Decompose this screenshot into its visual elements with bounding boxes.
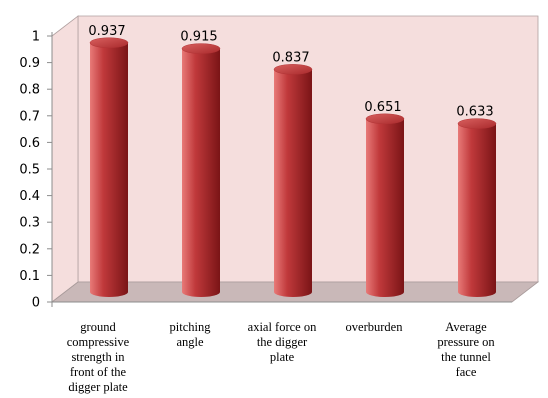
bar bbox=[457, 118, 497, 297]
bar-cap bbox=[457, 118, 497, 129]
bar-body bbox=[366, 118, 404, 297]
bar-series bbox=[89, 37, 497, 298]
data-label: 0.937 bbox=[88, 24, 125, 39]
y-tick-label: 0.4 bbox=[19, 189, 40, 204]
y-tick-label: 0.9 bbox=[19, 56, 40, 71]
data-label: 0.633 bbox=[456, 105, 493, 120]
category-label: digger plate bbox=[68, 380, 128, 394]
bar-body bbox=[458, 123, 496, 297]
category-label: pitching bbox=[170, 320, 212, 334]
y-tick-label: 0.1 bbox=[19, 269, 40, 284]
data-label: 0.651 bbox=[364, 100, 401, 115]
category-label: strength in bbox=[71, 350, 125, 364]
category-label: the tunnel bbox=[441, 350, 491, 364]
category-label: ground bbox=[80, 320, 116, 334]
data-label: 0.915 bbox=[180, 30, 217, 45]
bar bbox=[89, 37, 129, 298]
category-label: plate bbox=[270, 350, 295, 364]
bar-cap bbox=[181, 43, 221, 54]
bar-cap bbox=[89, 37, 129, 49]
data-label: 0.837 bbox=[272, 50, 309, 65]
y-tick-label: 0.2 bbox=[19, 242, 40, 257]
y-tick-label: 0.5 bbox=[19, 163, 40, 178]
y-axis-ticks: 0 0.1 0.2 0.3 0.4 0.5 0.6 0.7 0.8 0.9 1 bbox=[19, 30, 52, 311]
bar-body bbox=[274, 69, 312, 297]
y-tick-label: 0.3 bbox=[19, 216, 40, 231]
category-label: axial force on bbox=[248, 320, 317, 334]
bar bbox=[181, 43, 221, 297]
category-label: pressure on bbox=[437, 335, 495, 349]
side-wall bbox=[51, 15, 79, 303]
category-label: overburden bbox=[346, 320, 404, 334]
bar bbox=[273, 64, 313, 297]
category-label: the digger bbox=[257, 335, 308, 349]
category-label: face bbox=[456, 365, 477, 379]
y-tick-label: 0.8 bbox=[19, 83, 40, 98]
bar-cap bbox=[365, 113, 405, 125]
category-label: Average bbox=[445, 320, 487, 334]
bar-cap bbox=[273, 64, 313, 75]
category-label: angle bbox=[176, 335, 204, 349]
bar-body bbox=[90, 42, 128, 298]
y-tick-label: 0 bbox=[32, 296, 40, 311]
y-tick-label: 0.6 bbox=[19, 136, 40, 151]
y-tick-label: 0.7 bbox=[19, 109, 40, 124]
category-label: front of the bbox=[70, 365, 127, 379]
category-label: compressive bbox=[67, 335, 130, 349]
bar-body bbox=[182, 48, 220, 297]
data-labels: 0.937 0.915 0.837 0.651 0.633 bbox=[88, 24, 493, 120]
y-tick-label: 1 bbox=[32, 30, 40, 45]
bar bbox=[365, 113, 405, 297]
